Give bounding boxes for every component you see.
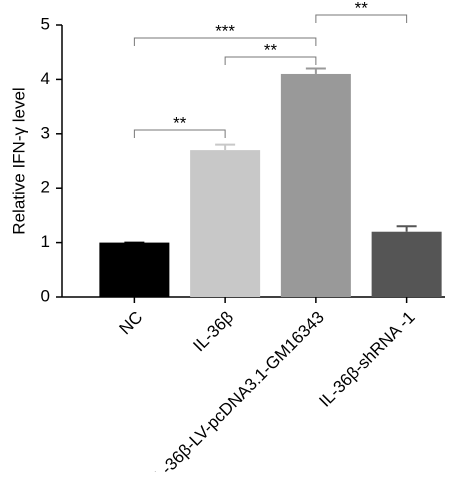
error-bar [396, 225, 417, 232]
y-tick-label: 1 [41, 232, 50, 251]
significance-label: ** [355, 0, 369, 17]
y-tick-label: 0 [41, 286, 50, 305]
bar [371, 231, 442, 297]
error-bar [305, 67, 326, 74]
y-tick-label: 4 [41, 69, 50, 88]
significance-bracket [315, 14, 408, 23]
bar [190, 150, 261, 297]
significance-label: ** [264, 40, 278, 59]
bar [280, 73, 351, 298]
y-tick-label: 2 [41, 178, 50, 197]
x-tick-label: IL-36β [189, 307, 237, 355]
x-tick-label: IL-36β-LV-pcDNA3.1-GM16343 [147, 308, 327, 472]
significance-label: ** [173, 113, 187, 132]
x-tick-label: NC [116, 308, 147, 339]
y-axis-label: Relative IFN-γ level [9, 87, 28, 234]
x-tick-label: IL-36β-shRNA -1 [315, 308, 418, 411]
y-tick-label: 5 [41, 14, 50, 33]
significance-label: *** [215, 21, 235, 40]
y-tick-label: 3 [41, 123, 50, 142]
significance-bracket [133, 129, 226, 138]
significance-bracket [133, 37, 317, 46]
significance-bracket [224, 56, 317, 65]
error-bar [215, 143, 236, 151]
bar [99, 242, 170, 297]
